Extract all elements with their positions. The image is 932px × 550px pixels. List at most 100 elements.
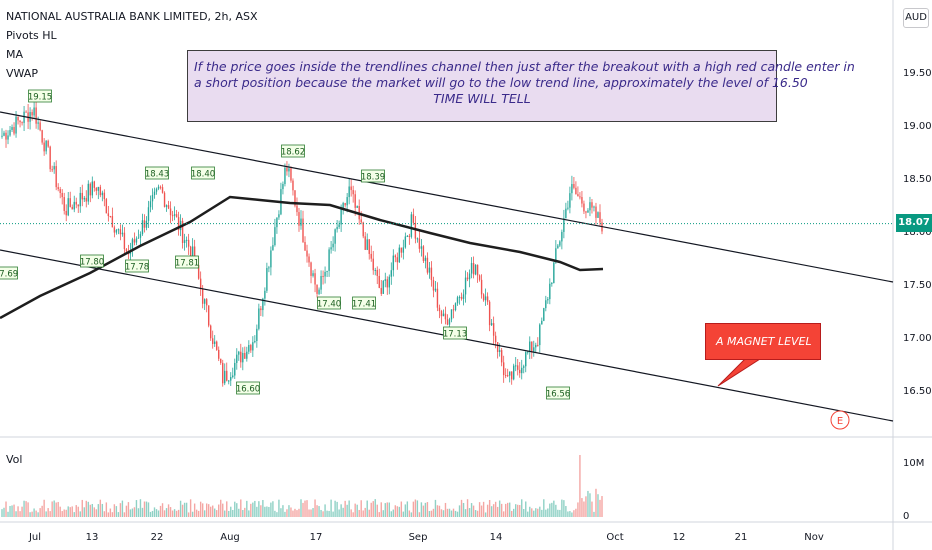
currency-badge[interactable]: AUD (903, 8, 929, 28)
candle-body (5, 132, 7, 140)
pivot-label-box (80, 254, 104, 268)
candle-body (151, 195, 154, 202)
volume-bar (33, 508, 35, 517)
pivot-label-high: 18.43 (145, 170, 169, 180)
volume-bar (515, 504, 517, 517)
volume-bar (458, 505, 461, 517)
volume-bar (306, 500, 308, 517)
volume-bar (368, 509, 370, 517)
volume-bar (11, 505, 13, 517)
candle-body (382, 280, 384, 294)
volume-bar (81, 499, 83, 517)
volume-bar (189, 499, 192, 517)
candle-body (89, 183, 91, 196)
candle-body (406, 235, 409, 237)
candle-body (510, 371, 513, 380)
candle-body (214, 341, 216, 344)
candle-body (47, 140, 49, 147)
candle-body (169, 208, 172, 216)
candle-body (155, 188, 158, 192)
candle-body (177, 217, 180, 231)
volume-bar (482, 501, 485, 517)
volume-bar (270, 502, 272, 517)
volume-bar (95, 509, 98, 517)
volume-bar (480, 505, 483, 517)
candle-body (65, 210, 67, 216)
indicator-pivots-hl[interactable]: Pivots HL (6, 29, 57, 42)
candle-body (23, 111, 25, 123)
volume-bar (238, 508, 240, 517)
candle-body (352, 190, 354, 195)
candle-body (159, 186, 162, 188)
volume-bar (370, 502, 372, 517)
candle-body (248, 345, 250, 352)
volume-bar (322, 511, 324, 517)
volume-bar (358, 509, 360, 517)
candle-body (575, 187, 577, 195)
candle-body (286, 167, 288, 172)
volume-bar (436, 505, 439, 517)
candle-body (452, 309, 455, 311)
volume-bar (244, 507, 246, 517)
volume-bar (226, 501, 228, 517)
pivot-label-box (443, 326, 467, 340)
volume-bar (264, 506, 266, 517)
volume-bar (569, 511, 571, 517)
volume-bar (344, 500, 346, 517)
candle-body (583, 203, 585, 212)
candle-body (472, 263, 475, 275)
volume-bar (115, 506, 118, 517)
volume-bar (346, 504, 348, 517)
candle-body (597, 212, 599, 218)
candle-body (386, 279, 388, 288)
volume-bar (510, 510, 513, 517)
candle-body (402, 247, 405, 253)
candle-body (135, 238, 138, 243)
volume-bar (203, 510, 206, 517)
volume-bar (234, 501, 236, 517)
candle-body (557, 245, 559, 249)
candle-body (527, 351, 529, 353)
volume-bar (280, 508, 282, 517)
pivot-label-box (28, 89, 52, 103)
volume-bar (77, 506, 79, 517)
volume-bar (161, 503, 164, 517)
candle-body (79, 192, 81, 207)
volume-bar (583, 501, 585, 517)
volume-bar (328, 510, 330, 517)
volume-bar (500, 503, 503, 517)
candle-body (460, 296, 463, 299)
volume-bar (23, 500, 25, 517)
volume-bar (372, 501, 374, 517)
volume-bar (521, 499, 523, 517)
volume-bar (452, 508, 455, 517)
candle-body (131, 239, 134, 252)
candle-body (436, 288, 439, 308)
time-tick-label: Sep (409, 532, 428, 543)
candle-body (490, 323, 493, 326)
candle-body (458, 296, 461, 298)
candle-body (222, 362, 224, 384)
volume-bar (240, 499, 242, 517)
indicator-ma[interactable]: MA (6, 48, 24, 61)
volume-bar (274, 510, 276, 517)
candle-body (59, 189, 61, 194)
volume-bar (541, 509, 543, 517)
price-tick-label: 16.50 (903, 386, 932, 397)
indicator-vwap[interactable]: VWAP (6, 67, 38, 80)
volume-bar (539, 506, 541, 517)
candle-body (312, 273, 314, 276)
candle-body (346, 197, 348, 206)
volume-bar (228, 510, 230, 517)
candle-body (322, 275, 324, 277)
candle-body (496, 342, 499, 352)
candle-body (567, 207, 569, 209)
volume-bar (561, 499, 563, 517)
volume-bar (402, 511, 405, 517)
candle-body (444, 313, 447, 320)
volume-bar (65, 509, 67, 517)
candle-body (350, 186, 352, 191)
candle-body (69, 198, 71, 207)
volume-bar (27, 502, 29, 517)
